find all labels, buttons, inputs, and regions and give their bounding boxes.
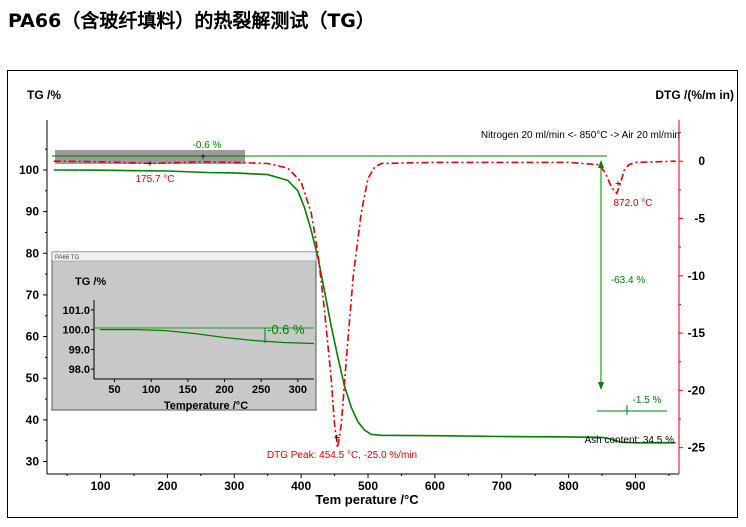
inset-y-tick-label: 101.0 <box>62 305 90 317</box>
left-tick-label: 60 <box>26 330 40 344</box>
right-tick-label: -10 <box>688 269 706 283</box>
tg-series-line <box>53 169 676 444</box>
annotation-dtg-min-1: 175.7 °C <box>135 174 174 185</box>
inset-y-tick-label: 98.0 <box>69 364 90 376</box>
left-tick-label: 40 <box>26 413 40 427</box>
x-tick-label: 800 <box>559 479 579 493</box>
left-tick-label: 100 <box>19 163 39 177</box>
left-tick-label: 50 <box>26 371 40 385</box>
inset-y-tick-label: 100.0 <box>62 325 90 337</box>
step-arrow-63-head-top <box>598 160 604 168</box>
annotation-nitrogen: Nitrogen 20 ml/min <- 850°C -> Air 20 ml… <box>481 130 680 141</box>
inset-x-tick-label: 150 <box>179 384 197 396</box>
x-tick-label: 400 <box>291 479 311 493</box>
left-tick-label: 80 <box>26 246 40 260</box>
page-title: PA66（含玻纤填料）的热裂解测试（TG） <box>8 10 375 32</box>
inset-header: PA66 TG <box>55 255 79 261</box>
inset-x-tick-label: 50 <box>108 384 120 396</box>
y-axis-label-left: TG /% <box>27 88 61 102</box>
right-tick-label: -15 <box>688 326 706 340</box>
annotation-tg-loss-3: -1.5 % <box>633 395 662 406</box>
right-tick-label: -25 <box>688 441 706 455</box>
tga-chart: TG /% DTG /(%/m in) Tem perature /°C 100… <box>19 88 734 507</box>
inset-x-label: Temperature /°C <box>164 400 248 412</box>
inset-chart: PA66 TG TG /% Temperature /°C 50 100 150 20… <box>51 251 317 412</box>
step-highlight <box>55 150 245 164</box>
inset-header-bar <box>51 251 317 262</box>
dtg-peak-marker: + <box>334 432 340 444</box>
dtg-min-marker-1: + <box>147 159 153 170</box>
right-tick-label: -20 <box>688 383 706 397</box>
x-tick-label: 700 <box>492 479 512 493</box>
inset-y-label: TG /% <box>75 276 106 288</box>
left-tick-label: 70 <box>26 288 40 302</box>
left-tick-labels: 30 40 50 60 70 80 90 100 <box>19 148 47 469</box>
x-tick-label: 900 <box>626 479 646 493</box>
annotation-dtg-min-2: 872.0 °C <box>613 198 652 209</box>
right-tick-label: 0 <box>698 154 705 168</box>
x-tick-label: 600 <box>425 479 445 493</box>
inset-x-tick-label: 250 <box>252 384 270 396</box>
x-tick-label: 200 <box>157 479 177 493</box>
inset-x-tick-label: 100 <box>142 384 160 396</box>
inset-tick-labels: 50 100 150 200 250 300 101.0 100.0 99.0 98.0 <box>62 305 307 396</box>
inset-x-tick-label: 300 <box>289 384 307 396</box>
annotation-tg-loss-1: -0.6 % <box>193 140 222 151</box>
inset-annotation: -0.6 % <box>267 322 305 337</box>
annotation-ash: Ash content: 34.5 % <box>584 435 674 446</box>
x-tick-label: 300 <box>224 479 244 493</box>
inset-x-tick-label: 200 <box>215 384 233 396</box>
left-tick-label: 30 <box>26 455 40 469</box>
left-tick-label: 90 <box>26 205 40 219</box>
annotation-dtg-peak: DTG Peak: 454.5 °C, -25.0 %/min <box>267 450 417 461</box>
dtg-min-marker-2: + <box>615 179 621 190</box>
y-axis-label-right: DTG /(%/m in) <box>655 88 734 102</box>
x-axis-label: Tem perature /°C <box>315 492 419 507</box>
x-tick-label: 500 <box>358 479 378 493</box>
right-tick-label: -5 <box>694 212 705 226</box>
inset-frame <box>51 251 317 411</box>
right-tick-labels: 0 -5 -10 -15 -20 -25 <box>679 132 706 455</box>
x-tick-label: 100 <box>90 479 110 493</box>
inset-tg-line <box>99 328 315 345</box>
step-arrow-63-head-bottom <box>598 382 604 390</box>
inset-y-tick-label: 99.0 <box>69 344 90 356</box>
tg-step-marker: + <box>200 152 206 163</box>
annotation-tg-loss-2: -63.4 % <box>611 275 646 286</box>
x-tick-labels: 100 200 300 400 500 600 700 800 900 <box>66 474 670 493</box>
